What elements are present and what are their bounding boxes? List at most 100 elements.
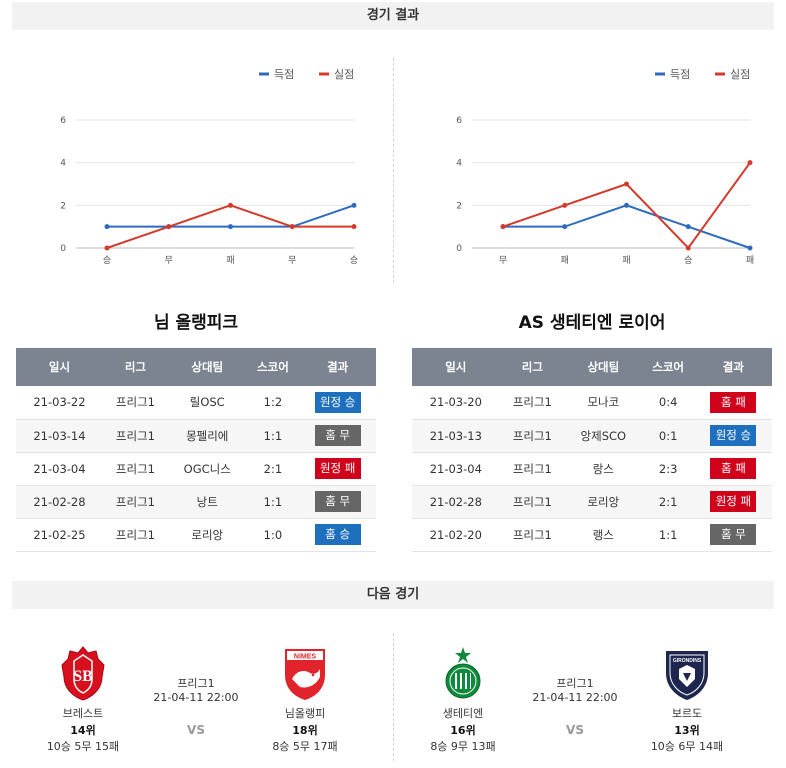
team-name: 보르도	[671, 707, 703, 720]
result-cell: 원정 패	[299, 452, 376, 486]
series-point-1	[228, 202, 233, 208]
team-record: 8승 5무 17패	[272, 740, 338, 753]
x-tick-label: 무	[165, 255, 173, 266]
result-badge: 원정 패	[314, 458, 361, 479]
result-cell: 홈 무	[694, 518, 772, 552]
league-cell: 프리그1	[499, 485, 566, 519]
date-cell: 21-03-13	[412, 419, 500, 453]
next-match-1-away: NIMES 님올랭피 18위 8승 5무 17패	[260, 645, 350, 754]
y-axis: 0 2 4 6	[60, 116, 354, 254]
x-tick-label: 패	[561, 255, 569, 266]
league-cell: 프리그1	[102, 386, 168, 420]
y-tick-label: 2	[456, 201, 462, 211]
date-cell: 21-02-28	[412, 485, 500, 519]
result-badge: 홈 패	[710, 391, 757, 413]
opponent-cell: 로리앙	[565, 485, 642, 519]
series-point-1	[166, 224, 172, 230]
legend-label-1: 실점	[334, 68, 354, 81]
chart-team1: 득점 실점 0 2 4 6 승 무 패 무 승	[14, 55, 374, 270]
table-row: 21-02-20 프리그1 랭스 1:1 홈 무	[412, 518, 772, 552]
league-cell: 프리그1	[102, 485, 168, 519]
table-row: 21-03-20 프리그1 모나코 0:4 홈 패	[412, 386, 772, 420]
next-match-section-title: 다음 경기	[12, 581, 774, 609]
result-badge: 홈 승	[314, 524, 361, 545]
score-cell: 0:1	[641, 419, 695, 453]
table-row: 21-03-04 프리그1 랑스 2:3 홈 패	[412, 452, 772, 486]
opponent-cell: 랑스	[565, 452, 642, 486]
charts-divider	[393, 58, 394, 283]
opponent-cell: 로리앙	[167, 518, 247, 552]
y-tick-label: 0	[456, 244, 462, 254]
result-badge: 홈 무	[314, 425, 361, 446]
x-tick-label: 무	[499, 255, 507, 266]
series-point-1	[104, 245, 110, 251]
league-cell: 프리그1	[102, 452, 168, 486]
series-point-1	[747, 160, 753, 166]
series-point-0	[228, 224, 233, 230]
x-tick-label: 패	[622, 255, 630, 266]
chart-team2: 득점 실점 0 2 4 6 무 패 패 승 패	[410, 55, 770, 270]
league-cell: 프리그1	[102, 518, 168, 552]
header-score: 스코어	[641, 348, 695, 386]
result-badge: 홈 무	[314, 491, 361, 512]
legend-label-0: 득점	[670, 68, 690, 81]
result-badge: 원정 승	[710, 425, 757, 446]
league-cell: 프리그1	[499, 386, 566, 420]
result-badge: 원정 패	[710, 491, 757, 512]
result-cell: 홈 승	[299, 518, 376, 552]
table-header-row: 일시 리그 상대팀 스코어 결과	[412, 348, 772, 386]
table-row: 21-03-14 프리그1 몽펠리에 1:1 홈 무	[16, 419, 376, 453]
y-tick-label: 4	[456, 159, 462, 169]
team-record: 8승 9무 13패	[430, 740, 496, 753]
y-tick-label: 6	[456, 116, 462, 126]
svg-text:SB: SB	[73, 668, 93, 685]
match-info: 프리그1 21-04-11 22:00	[136, 675, 256, 704]
team-rank: 16위	[450, 724, 476, 737]
team-name: 생테티엔	[442, 707, 484, 720]
series-point-1	[289, 224, 295, 230]
match-league: 프리그1	[556, 677, 594, 690]
opponent-cell: 모나코	[565, 386, 642, 420]
series-point-0	[685, 224, 691, 230]
header-league: 리그	[499, 348, 566, 386]
team-rank: 13위	[674, 724, 700, 737]
opponent-cell: OGC니스	[167, 452, 247, 486]
bordeaux-logo-icon: GIRONDINS	[662, 645, 712, 701]
score-cell: 1:2	[246, 386, 300, 420]
x-tick-label: 승	[684, 255, 692, 266]
next-match-2: 생테티엔 16위 8승 9무 13패 프리그1 21-04-11 22:00 V…	[418, 645, 758, 755]
table-row: 21-03-13 프리그1 앙제SCO 0:1 원정 승	[412, 419, 772, 453]
goals-chart-team2: 득점 실점 0 2 4 6 무 패 패 승 패	[456, 68, 754, 266]
x-tick-label: 승	[350, 255, 358, 266]
match-info: 프리그1 21-04-11 22:00	[515, 675, 635, 704]
x-tick-label: 무	[288, 255, 296, 266]
chart-legend: 득점 실점	[259, 68, 354, 81]
team1-title: 님 올랭피크	[153, 313, 239, 333]
date-cell: 21-02-25	[16, 518, 103, 552]
date-cell: 21-02-20	[412, 518, 500, 552]
result-cell: 홈 무	[299, 419, 376, 453]
result-cell: 홈 패	[694, 452, 772, 486]
date-cell: 21-03-04	[16, 452, 103, 486]
vs-label: VS	[187, 723, 205, 737]
date-cell: 21-03-04	[412, 452, 500, 486]
result-badge: 원정 승	[314, 391, 361, 413]
result-cell: 홈 패	[694, 386, 772, 420]
x-tick-label: 패	[226, 255, 234, 266]
score-cell: 1:0	[246, 518, 300, 552]
brest-logo-icon: SB	[58, 645, 108, 701]
results-table-team2: 일시 리그 상대팀 스코어 결과 21-03-20 프리그1 모나코 0:4 홈 패 21…	[412, 348, 772, 552]
series-line-0	[503, 204, 751, 249]
x-tick-label: 승	[103, 255, 111, 266]
opponent-cell: 낭트	[167, 485, 247, 519]
result-cell: 원정 승	[299, 386, 376, 420]
next-match-2-home: 생테티엔 16위 8승 9무 13패	[418, 645, 508, 754]
opponent-cell: 몽펠리에	[167, 419, 247, 453]
y-tick-label: 0	[60, 244, 66, 254]
header-opponent: 상대팀	[167, 348, 247, 386]
saint-etienne-logo-icon	[438, 645, 488, 701]
y-tick-label: 2	[60, 201, 66, 211]
date-cell: 21-03-20	[412, 386, 500, 420]
league-cell: 프리그1	[499, 419, 566, 453]
